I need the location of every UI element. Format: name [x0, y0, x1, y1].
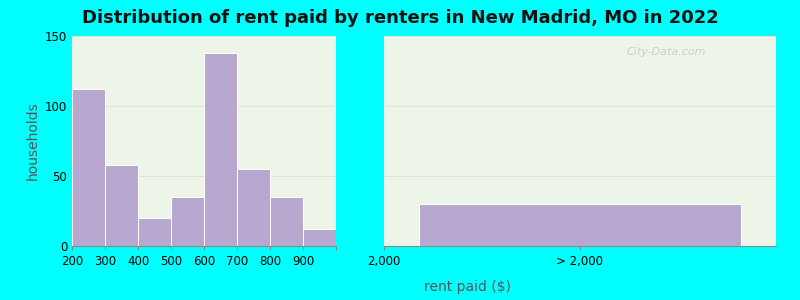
Bar — [72, 89, 105, 246]
Bar — [138, 218, 171, 246]
Bar — [237, 169, 270, 246]
Text: rent paid ($): rent paid ($) — [425, 280, 511, 294]
Bar — [419, 204, 741, 246]
Bar — [171, 197, 204, 246]
Text: Distribution of rent paid by renters in New Madrid, MO in 2022: Distribution of rent paid by renters in … — [82, 9, 718, 27]
Y-axis label: households: households — [26, 102, 39, 180]
Bar — [105, 165, 138, 246]
Bar — [303, 229, 336, 246]
Bar — [204, 53, 237, 246]
Bar — [270, 197, 303, 246]
Text: City-Data.com: City-Data.com — [626, 46, 706, 56]
